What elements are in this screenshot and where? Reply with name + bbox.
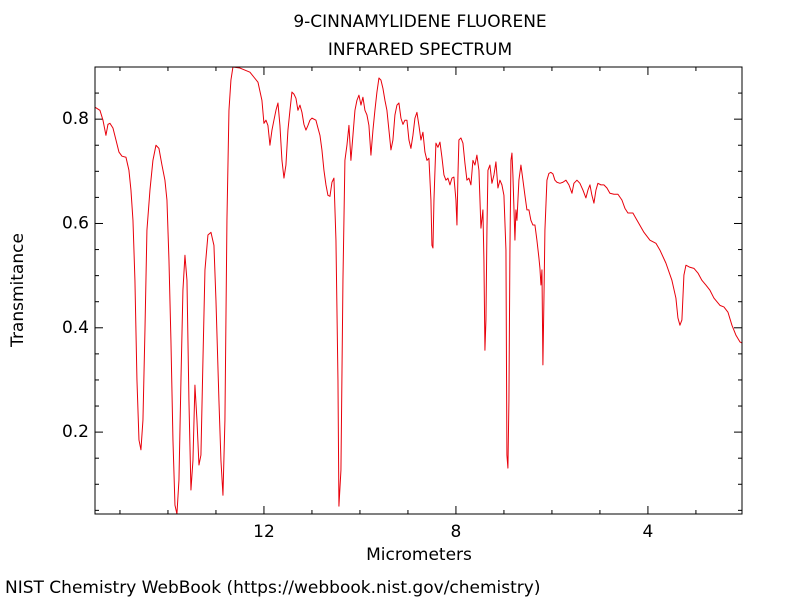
y-axis-label: Transmitance [8, 233, 28, 348]
y-tick-label: 0.2 [62, 422, 89, 442]
chart-title: 9-CINNAMYLIDENE FLUORENE [293, 12, 546, 32]
y-tick-label: 0.8 [62, 109, 89, 129]
x-tick-label: 8 [451, 522, 462, 542]
plot-frame [94, 66, 743, 515]
spectrum-line [94, 66, 743, 515]
chart-subtitle: INFRARED SPECTRUM [328, 40, 512, 60]
y-tick-label: 0.4 [62, 318, 89, 338]
x-axis-label: Micrometers [366, 545, 472, 565]
source-note: NIST Chemistry WebBook (https://webbook.… [5, 578, 540, 598]
y-tick-label: 0.6 [62, 213, 89, 233]
x-tick-label: 12 [253, 522, 275, 542]
x-tick-label: 4 [643, 522, 654, 542]
